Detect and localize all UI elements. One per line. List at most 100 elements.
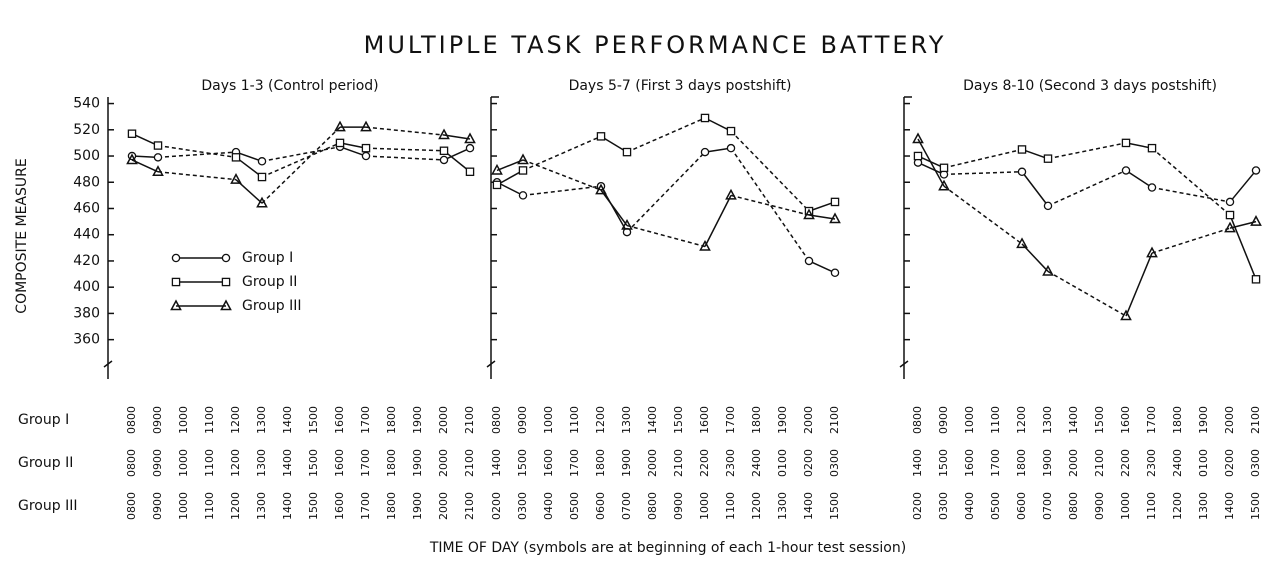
x-tick-label: 1600 [333, 406, 346, 434]
marker [1120, 309, 1132, 321]
x-tick-label: 1900 [411, 449, 424, 477]
x-tick-label: 1600 [698, 406, 711, 434]
x-tick-label: 2000 [437, 492, 450, 520]
series-segment [917, 161, 945, 176]
marker [1121, 138, 1131, 148]
x-tick-label: 1400 [281, 492, 294, 520]
x-tick-label: 1700 [724, 406, 737, 434]
x-tick-label: 1200 [229, 406, 242, 434]
y-tick-label: 460 [73, 200, 100, 216]
x-tick-label: 0300 [516, 492, 529, 520]
row-label: Group I [18, 412, 69, 428]
series-segment [730, 130, 810, 212]
x-tick-label: 0100 [1197, 449, 1210, 477]
marker [912, 132, 924, 144]
x-tick-label: 1200 [229, 492, 242, 520]
marker [726, 126, 736, 136]
x-tick-label: 1800 [385, 449, 398, 477]
x-tick-label: 0100 [776, 449, 789, 477]
x-tick-label: 2300 [1145, 449, 1158, 477]
x-tick-label: 2100 [828, 406, 841, 434]
x-tick-label: 1700 [1145, 406, 1158, 434]
x-tick-label: 0200 [911, 492, 924, 520]
series-segment [704, 147, 732, 153]
x-tick-label: 2000 [1067, 449, 1080, 477]
marker [1225, 210, 1235, 220]
x-tick-label: 1300 [620, 406, 633, 434]
row-label: Group II [18, 455, 73, 471]
x-tick-label: 1000 [963, 406, 976, 434]
x-tick-label: 2300 [724, 449, 737, 477]
marker [1121, 166, 1131, 175]
y-tick-label: 400 [73, 279, 100, 295]
x-tick-label: 0700 [620, 492, 633, 520]
x-tick-label: 1500 [516, 449, 529, 477]
marker [464, 132, 476, 144]
marker [126, 153, 138, 165]
x-tick-label: 2000 [437, 406, 450, 434]
series-segment [600, 135, 628, 153]
marker [257, 157, 267, 166]
series-segment [1047, 270, 1127, 317]
chart-title: MULTIPLE TASK PERFORMANCE BATTERY [364, 31, 947, 59]
series-segment [1125, 169, 1153, 189]
marker [596, 132, 606, 141]
marker [1043, 201, 1053, 211]
marker [517, 153, 529, 165]
panel-title: Days 1-3 (Control period) [201, 78, 378, 94]
series-segment [704, 195, 732, 247]
x-tick-label: 0900 [937, 406, 950, 434]
x-tick-label: 0300 [937, 492, 950, 520]
series-segment [157, 171, 237, 181]
marker [622, 147, 632, 157]
series-segment [157, 144, 237, 159]
series-segment [1151, 147, 1231, 216]
y-axis-label: COMPOSITE MEASURE [14, 158, 30, 313]
series-segment [808, 214, 836, 220]
x-tick-label: 0400 [542, 492, 555, 520]
marker [492, 180, 502, 190]
series-segment [943, 185, 1023, 245]
marker [830, 268, 840, 278]
series-segment [443, 134, 471, 140]
marker [335, 138, 345, 148]
series-segment [1125, 142, 1153, 149]
x-tick-label: 2200 [698, 449, 711, 477]
marker [595, 183, 607, 195]
series-segment [365, 147, 445, 152]
x-tick-label: 0900 [151, 406, 164, 434]
marker [1017, 145, 1027, 154]
y-tick-label: 520 [73, 122, 100, 138]
x-tick-label: 0400 [963, 492, 976, 520]
marker [1224, 221, 1236, 233]
series-segment [730, 147, 810, 262]
marker [256, 196, 268, 208]
marker [518, 166, 528, 175]
x-tick-label: 1600 [963, 449, 976, 477]
x-tick-label: 1200 [594, 406, 607, 434]
x-tick-label: 1800 [1015, 449, 1028, 477]
row-label: Group III [18, 498, 77, 514]
x-tick-label: 0900 [151, 449, 164, 477]
series-segment [1151, 227, 1231, 254]
x-tick-label: 0300 [828, 449, 841, 477]
series-segment [943, 148, 1023, 169]
marker [1251, 166, 1261, 175]
x-tick-label: 0500 [568, 492, 581, 520]
marker [518, 191, 528, 200]
marker [152, 165, 164, 177]
x-tick-label: 0800 [490, 406, 503, 434]
series-segment [1021, 243, 1049, 272]
series-segment [626, 224, 706, 248]
marker [127, 129, 137, 138]
series-segment [131, 133, 159, 147]
x-tick-label: 0800 [125, 449, 138, 477]
x-tick-label: 1500 [672, 406, 685, 434]
marker [1043, 154, 1053, 163]
series-segment [1125, 252, 1153, 317]
x-tick-label: 1700 [359, 449, 372, 477]
marker [803, 208, 815, 220]
marker [171, 253, 181, 263]
x-tick-label: 1700 [568, 449, 581, 477]
marker [829, 212, 841, 224]
